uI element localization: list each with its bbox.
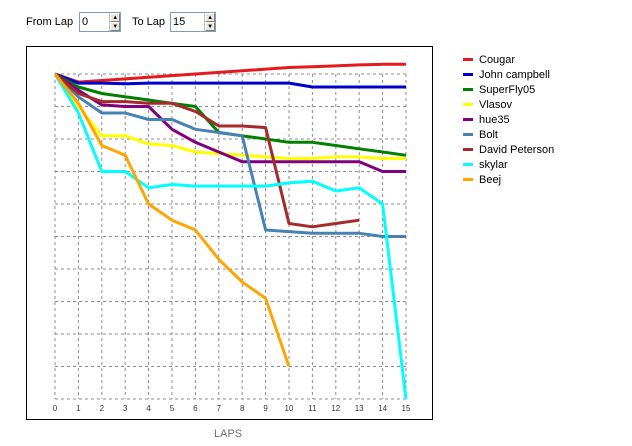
triangle-down-icon: ▼ xyxy=(112,23,119,30)
x-tick-label: 14 xyxy=(378,404,387,413)
legend-label: SuperFly05 xyxy=(479,83,536,96)
triangle-up-icon: ▲ xyxy=(112,14,119,21)
x-tick-label: 4 xyxy=(146,404,151,413)
series-line xyxy=(53,72,406,238)
legend-swatch xyxy=(463,58,473,61)
to-lap-stepper[interactable]: ▲ ▼ xyxy=(170,12,216,32)
x-tick-label: 12 xyxy=(331,404,340,413)
legend-label: Beej xyxy=(479,173,502,186)
legend-label: Cougar xyxy=(479,53,516,66)
legend-item: Vlasov xyxy=(463,97,554,112)
series-lines xyxy=(53,62,408,400)
lap-chart: 0 1 2 3 4 5 6 7 8 9 10 11 12 13 14 15 xyxy=(26,46,433,420)
to-lap-input[interactable] xyxy=(171,13,205,31)
legend-item: Cougar xyxy=(463,52,554,67)
legend-label: David Peterson xyxy=(479,143,555,156)
x-tick-label: 9 xyxy=(263,404,268,413)
legend-swatch xyxy=(463,118,473,121)
legend-label: skylar xyxy=(479,158,508,171)
from-lap-down-button[interactable]: ▼ xyxy=(110,22,120,31)
chart-grid xyxy=(54,73,407,400)
legend-item: Bolt xyxy=(463,127,554,142)
series-line xyxy=(53,73,406,160)
x-axis-label: LAPS xyxy=(214,428,243,440)
legend-swatch xyxy=(463,73,473,76)
x-tick-label: 2 xyxy=(100,404,105,413)
legend-label: Bolt xyxy=(479,128,498,141)
legend-item: hue35 xyxy=(463,112,554,127)
to-lap-down-button[interactable]: ▼ xyxy=(205,22,215,31)
from-lap-stepper[interactable]: ▲ ▼ xyxy=(79,12,121,32)
chart-legend: Cougar John campbell SuperFly05 Vlasov hue35… xyxy=(463,52,554,187)
x-tick-label: 7 xyxy=(217,404,222,413)
legend-label: John campbell xyxy=(479,68,550,81)
legend-item: skylar xyxy=(463,157,554,172)
legend-swatch xyxy=(463,163,473,166)
legend-swatch xyxy=(463,103,473,106)
legend-item: SuperFly05 xyxy=(463,82,554,97)
legend-swatch xyxy=(463,88,473,91)
legend-swatch xyxy=(463,178,473,181)
series-line xyxy=(53,73,291,367)
x-tick-label: 6 xyxy=(193,404,198,413)
x-tick-label: 10 xyxy=(285,404,294,413)
x-tick-labels: 0 1 2 3 4 5 6 7 8 9 10 11 12 13 14 15 xyxy=(53,404,411,413)
x-tick-label: 15 xyxy=(402,404,411,413)
x-tick-label: 8 xyxy=(240,404,245,413)
from-lap-input[interactable] xyxy=(80,13,110,31)
lap-chart-svg: 0 1 2 3 4 5 6 7 8 9 10 11 12 13 14 15 xyxy=(53,62,411,413)
series-line xyxy=(54,72,360,229)
series-line xyxy=(54,62,406,84)
legend-item: David Peterson xyxy=(463,142,554,157)
to-lap-label: To Lap xyxy=(132,16,166,28)
legend-item: John campbell xyxy=(463,67,554,82)
legend-label: Vlasov xyxy=(479,98,513,111)
from-lap-up-button[interactable]: ▲ xyxy=(110,13,120,22)
legend-label: hue35 xyxy=(479,113,510,126)
legend-swatch xyxy=(463,148,473,151)
triangle-up-icon: ▲ xyxy=(207,14,214,21)
x-tick-label: 5 xyxy=(170,404,175,413)
x-tick-label: 0 xyxy=(53,404,58,413)
legend-item: Beej xyxy=(463,172,554,187)
x-tick-label: 11 xyxy=(308,404,317,413)
legend-swatch xyxy=(463,133,473,136)
series-line xyxy=(53,73,408,400)
series-line xyxy=(54,72,406,89)
x-tick-label: 13 xyxy=(355,404,364,413)
from-lap-label: From Lap xyxy=(26,16,74,28)
x-tick-label: 1 xyxy=(76,404,81,413)
series-line xyxy=(54,72,406,173)
to-lap-up-button[interactable]: ▲ xyxy=(205,13,215,22)
triangle-down-icon: ▼ xyxy=(207,23,214,30)
x-tick-label: 3 xyxy=(123,404,128,413)
